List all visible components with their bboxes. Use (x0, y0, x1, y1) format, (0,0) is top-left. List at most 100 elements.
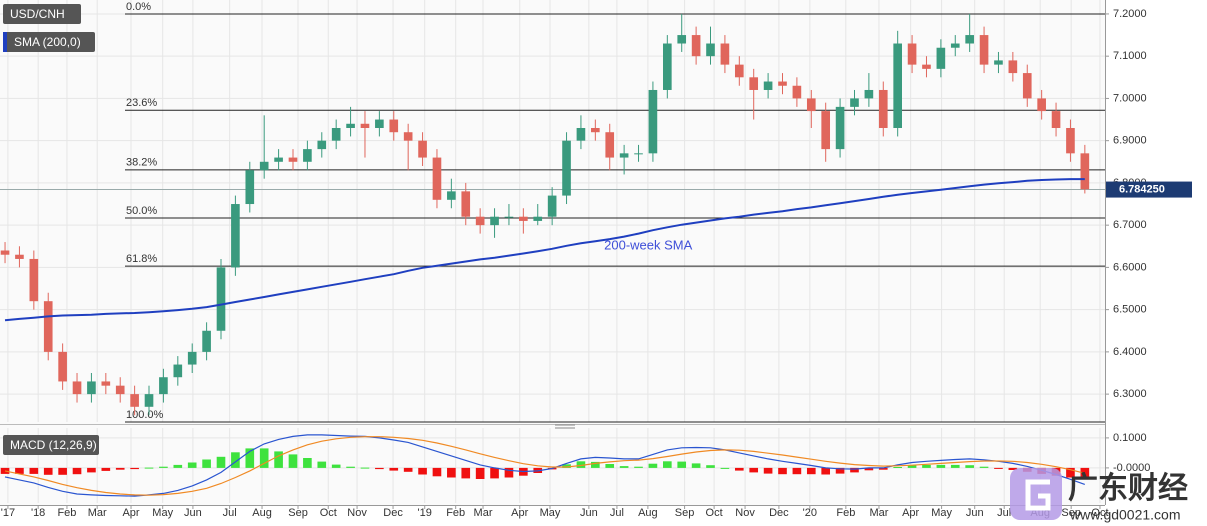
histogram-bar (979, 466, 989, 468)
plot-background (0, 0, 1105, 505)
candle-body (648, 89, 658, 154)
watermark-brand: 广东财经 (1068, 471, 1188, 505)
x-tick-label: Dec (383, 507, 403, 519)
candle-body (288, 157, 298, 162)
candle-body (144, 394, 154, 407)
histogram-bar (504, 467, 514, 478)
candle-body (821, 111, 831, 150)
candle-body (835, 106, 845, 150)
candle-body (547, 195, 557, 217)
histogram-bar (173, 464, 183, 468)
candle-body (403, 132, 413, 141)
candle-body (1051, 111, 1061, 128)
candle-body (806, 98, 816, 112)
x-tick-label: Jun (966, 507, 984, 519)
x-tick-label: Oct (1091, 507, 1108, 519)
candle-body (605, 132, 615, 158)
histogram-bar (734, 467, 744, 471)
last-price-label: 6.784250 (1119, 183, 1165, 195)
x-tick-label: Jun (580, 507, 598, 519)
x-tick-label: Aug (638, 507, 658, 519)
candle-body (1037, 98, 1046, 112)
histogram-bar (288, 454, 298, 468)
histogram-bar (619, 466, 629, 468)
histogram-bar (922, 464, 931, 468)
x-tick-label: Jul (997, 507, 1011, 519)
histogram-bar (893, 467, 902, 468)
candle-body (591, 127, 600, 133)
x-tick-label: Nov (347, 507, 367, 519)
y-tick-label: -0.0000 (1113, 462, 1150, 474)
legend-box (3, 4, 81, 24)
watermark: 广东财经 www.gd0021.com (1010, 468, 1188, 523)
candle-body (691, 35, 701, 57)
x-tick-label: Apr (122, 507, 139, 519)
histogram-bar (43, 467, 53, 475)
candle-body (346, 123, 355, 128)
candle-body (389, 119, 399, 133)
histogram-bar (101, 467, 111, 471)
y-tick-label: 7.2000 (1113, 8, 1147, 20)
legend-title: USD/CNH (10, 7, 65, 21)
histogram-bar (144, 467, 154, 469)
candle-body (778, 81, 787, 86)
candle-body (878, 89, 888, 128)
histogram-bar (878, 467, 888, 470)
histogram-bar (202, 459, 211, 468)
x-tick-label: Feb (57, 507, 76, 519)
candle-body (749, 77, 759, 90)
histogram-bar (475, 467, 485, 479)
candle-body (187, 351, 197, 365)
candle-body (15, 254, 24, 259)
candle-body (533, 216, 543, 221)
histogram-bar (648, 463, 658, 468)
legend-box (3, 435, 99, 455)
candle-body (447, 191, 456, 200)
candle-body (850, 98, 859, 107)
fib-label: 50.0% (126, 205, 157, 217)
x-tick-label: Sep (675, 507, 695, 519)
x-tick-label: Jul (223, 507, 237, 519)
axis-background (1105, 0, 1207, 526)
candle-body (490, 216, 499, 226)
candle-body (734, 64, 744, 78)
x-tick-label: '18 (31, 507, 45, 519)
histogram-bar (850, 467, 859, 473)
x-tick-label: Feb (446, 507, 465, 519)
x-tick-label: Oct (320, 507, 337, 519)
candle-body (101, 381, 111, 386)
candle-body (994, 60, 1003, 65)
histogram-bar (303, 458, 312, 468)
y-tick-label: 7.0000 (1113, 92, 1147, 104)
legend-box (3, 32, 95, 52)
watermark-logo (1010, 468, 1062, 520)
y-tick-label: 0.1000 (1113, 432, 1147, 444)
candle-body (936, 47, 946, 69)
y-tick-label: 7.1000 (1113, 50, 1147, 62)
histogram-bar (1008, 467, 1018, 470)
candle-body (461, 191, 471, 217)
histogram-bar (562, 464, 571, 468)
watermark-url: www.gd0021.com (1069, 507, 1181, 523)
histogram-bar (591, 461, 600, 468)
y-tick-label: 6.6000 (1113, 261, 1147, 273)
histogram-bar (15, 467, 24, 474)
histogram-bar (461, 467, 471, 479)
last-price-box (1106, 181, 1192, 198)
fib-label: 23.6% (126, 97, 157, 109)
candle-body (130, 394, 139, 407)
candle-body (504, 216, 514, 218)
candle-body (159, 377, 168, 395)
x-tick-label: May (931, 507, 952, 519)
candle-body (0, 250, 10, 255)
x-tick-label: '19 (418, 507, 432, 519)
candle-body (1066, 127, 1075, 154)
legend-title: MACD (12,26,9) (10, 438, 97, 452)
legend: USD/CNH SMA (200,0) MACD (12,26,9) (3, 4, 99, 455)
fib-label: 38.2% (126, 157, 157, 169)
candle-body (72, 381, 82, 395)
histogram-bar (130, 467, 139, 470)
histogram-bar (763, 467, 773, 474)
histogram-bar (418, 467, 427, 475)
